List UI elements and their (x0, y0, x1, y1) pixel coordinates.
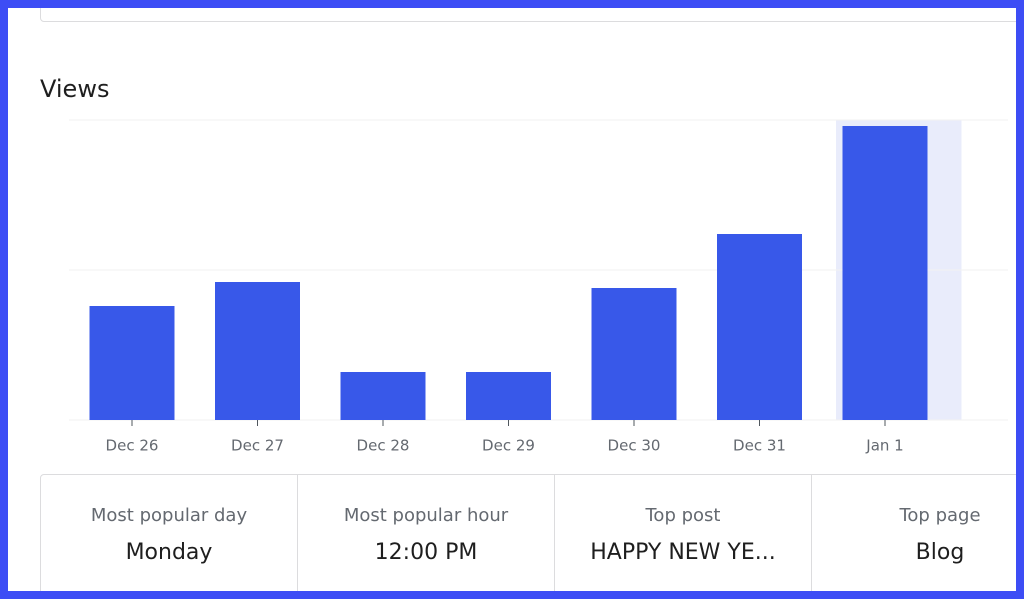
stat-value: Blog (915, 540, 965, 565)
x-tick-label: Dec 28 (357, 437, 410, 455)
bar (215, 282, 300, 420)
bar (340, 372, 426, 420)
bar (89, 306, 175, 420)
bar (591, 288, 677, 420)
stat-label: Most popular hour (343, 505, 509, 526)
stat-value: Monday (125, 540, 213, 565)
bar (717, 234, 802, 420)
x-tick-label: Dec 27 (231, 437, 284, 455)
x-tick-label: Dec 26 (106, 437, 159, 455)
card (40, 8, 1016, 22)
stats-row: Most popular day Monday Most popular hour 1… (40, 474, 1016, 591)
bar (842, 126, 928, 420)
stat-label: Most popular day (90, 505, 248, 526)
x-tick-label: Dec 30 (608, 437, 661, 455)
stat-value: HAPPY NEW YE... (590, 540, 776, 565)
stat-cell: Most popular day Monday (41, 475, 298, 591)
stat-cell: Top page Blog (812, 475, 1016, 591)
stat-value: 12:00 PM (374, 540, 478, 565)
chart-title: Views (40, 75, 109, 103)
stat-cell: Top post HAPPY NEW YE... (555, 475, 812, 591)
x-tick-label: Jan 1 (865, 437, 903, 455)
x-tick-label: Dec 31 (733, 437, 786, 455)
bar (466, 372, 551, 420)
stat-label: Top post (645, 505, 721, 526)
stat-cell: Most popular hour 12:00 PM (298, 475, 555, 591)
chart: Views Dec 26 Dec 27 Dec 28 Dec 29 Dec 30 Dec … (40, 75, 1008, 455)
x-tick-label: Dec 29 (482, 437, 535, 455)
stat-label: Top page (899, 505, 981, 526)
